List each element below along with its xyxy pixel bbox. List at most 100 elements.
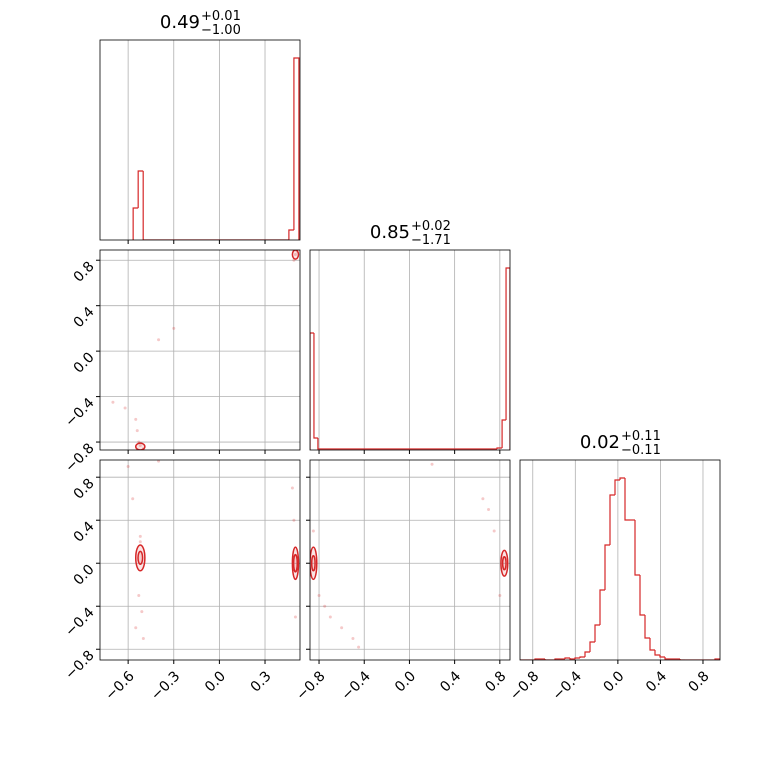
histogram-step xyxy=(604,544,610,590)
sample-point xyxy=(140,610,144,614)
histogram-step xyxy=(589,641,595,652)
sample-point xyxy=(111,400,115,404)
y-tick-label: 0.0 xyxy=(71,349,98,376)
histogram-step xyxy=(132,207,139,240)
sample-point xyxy=(487,507,491,511)
plot-area xyxy=(127,40,300,240)
sample-point xyxy=(492,529,496,533)
histogram-step xyxy=(619,477,625,480)
title-value: 0.49 xyxy=(160,12,200,33)
histogram-step xyxy=(599,589,605,625)
density-contour xyxy=(310,554,316,572)
density-contour xyxy=(292,553,299,573)
sample-point xyxy=(357,645,361,649)
density-contour xyxy=(500,549,509,577)
density-contour xyxy=(137,550,144,566)
sample-point xyxy=(340,626,344,630)
sample-point xyxy=(290,486,294,490)
panel: −0.8 −0.4 0.0 0.4 0.8 0.02 +0.11−0.11 xyxy=(507,429,721,704)
histogram-step xyxy=(293,57,300,240)
title-value: 0.02 xyxy=(580,432,620,453)
sample-point xyxy=(126,464,130,468)
sample-point xyxy=(137,593,141,597)
x-tick-label: 0.8 xyxy=(482,668,509,695)
histogram-step xyxy=(569,658,575,660)
histogram-step xyxy=(310,332,314,450)
y-tick-label: 0.4 xyxy=(71,304,98,331)
x-tick-label: −0.4 xyxy=(550,668,585,703)
histogram-step xyxy=(574,657,580,659)
sample-point xyxy=(172,326,176,330)
histogram-step xyxy=(639,575,645,616)
histogram-step xyxy=(142,171,289,240)
y-tick-label: 0.8 xyxy=(71,476,98,503)
histogram-step xyxy=(659,655,665,658)
sample-point xyxy=(123,406,127,410)
histogram-step xyxy=(564,657,570,659)
panel-frame xyxy=(99,459,301,661)
sample-point xyxy=(498,593,502,597)
panel: −0.6 −0.3 0.0 0.3 −0.8 −0.4 0.0 0.4 0.8 xyxy=(62,459,301,704)
x-tick-label: 0.0 xyxy=(392,668,419,695)
sample-point xyxy=(351,636,355,640)
title-upper: +0.02 xyxy=(411,219,451,234)
x-tick-label: 0.4 xyxy=(437,668,464,695)
sample-point xyxy=(157,338,161,342)
sample-point xyxy=(293,615,297,619)
x-tick-label: 0.4 xyxy=(643,668,670,695)
title-upper: +0.11 xyxy=(621,429,661,444)
panel-frame xyxy=(99,39,301,241)
x-tick-label: 0.8 xyxy=(686,668,713,695)
title-lower: −1.00 xyxy=(201,23,241,38)
panel: 0.85 +0.02−1.71 xyxy=(309,219,511,454)
x-tick-label: 0.0 xyxy=(600,668,627,695)
x-tick-label: −0.8 xyxy=(293,668,328,703)
histogram-step xyxy=(137,170,144,208)
histogram-step xyxy=(634,520,640,576)
title-lower: −0.11 xyxy=(621,443,661,458)
density-contour xyxy=(501,556,507,571)
density-contour xyxy=(310,546,318,581)
sample-point xyxy=(328,615,332,619)
sample-point xyxy=(293,253,297,257)
title-value: 0.85 xyxy=(370,222,410,243)
histogram-step xyxy=(654,650,660,656)
sample-point xyxy=(141,636,145,640)
sample-point xyxy=(134,417,138,421)
plot-area xyxy=(520,460,720,660)
sample-point xyxy=(157,460,161,463)
histogram-step xyxy=(644,615,650,639)
x-tick-label: −0.3 xyxy=(148,668,183,703)
histogram-step xyxy=(614,479,620,495)
histogram-step xyxy=(584,651,590,657)
panel: −0.8 −0.4 0.0 0.4 0.8 xyxy=(62,249,301,476)
histogram-step xyxy=(609,494,615,545)
y-tick-label: −0.4 xyxy=(62,605,97,640)
plot-area xyxy=(100,250,300,450)
title-lower: −1.71 xyxy=(411,233,451,248)
panel-frame xyxy=(309,249,511,451)
plot-area xyxy=(100,460,300,660)
histogram-step xyxy=(544,659,550,660)
plot-area xyxy=(310,460,510,660)
y-tick-label: −0.8 xyxy=(62,648,97,683)
plot-area xyxy=(310,250,510,450)
histogram-step xyxy=(624,478,630,521)
y-tick-label: 0.8 xyxy=(71,259,98,286)
panel-frame xyxy=(309,459,511,661)
y-tick-label: 0.0 xyxy=(71,562,98,589)
sample-point xyxy=(481,497,485,501)
panel: −0.8 −0.4 0.0 0.4 0.8 xyxy=(293,459,511,704)
sample-point xyxy=(131,497,135,501)
histogram-step xyxy=(505,267,510,450)
x-tick-label: −0.8 xyxy=(507,668,542,703)
title-upper: +0.01 xyxy=(201,9,241,24)
histogram-step xyxy=(313,333,318,439)
x-tick-label: 0.3 xyxy=(248,668,275,695)
sample-point xyxy=(292,518,296,522)
panel-frame xyxy=(519,459,721,661)
sample-point xyxy=(134,626,138,630)
y-tick-label: 0.4 xyxy=(71,518,98,545)
sample-point xyxy=(311,529,315,533)
histogram-step xyxy=(579,656,585,658)
